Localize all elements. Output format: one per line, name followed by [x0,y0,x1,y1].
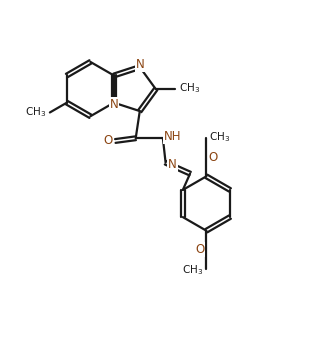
Text: CH$_3$: CH$_3$ [179,81,200,95]
Text: N: N [110,98,118,111]
Text: NH: NH [164,130,182,143]
Text: O: O [103,135,113,148]
Text: CH$_3$: CH$_3$ [25,106,46,119]
Text: CH$_3$: CH$_3$ [182,263,204,277]
Text: N: N [136,58,145,71]
Text: O: O [208,151,218,164]
Text: CH$_3$: CH$_3$ [209,130,230,144]
Text: N: N [168,158,177,171]
Text: O: O [195,243,204,256]
